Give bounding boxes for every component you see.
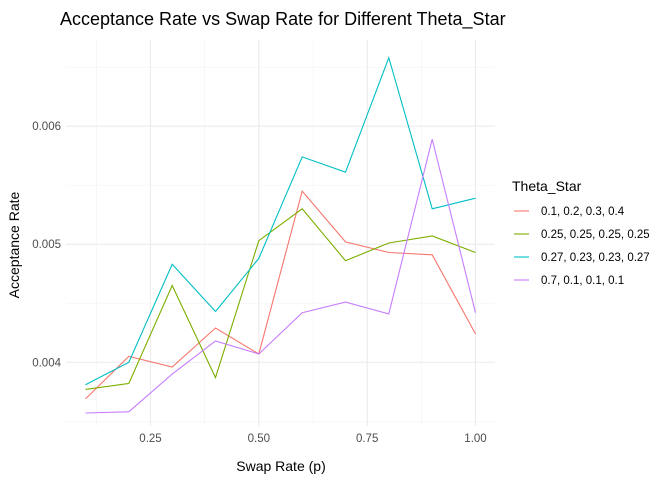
y-axis-tick-labels: 0.004 0.005 0.006: [32, 121, 61, 369]
legend-items: 0.1, 0.2, 0.3, 0.4 0.25, 0.25, 0.25, 0.25…: [514, 206, 650, 287]
series-line-2: [85, 208, 476, 390]
y-tick-label: 0.006: [32, 121, 61, 133]
legend-label-2: 0.25, 0.25, 0.25, 0.25: [541, 229, 650, 241]
series-line-4: [85, 139, 477, 414]
legend-label-1: 0.1, 0.2, 0.3, 0.4: [541, 206, 625, 218]
x-tick-label: 1.00: [464, 433, 486, 445]
y-axis-title: Acceptance Rate: [6, 191, 22, 298]
y-tick-label: 0.005: [32, 239, 61, 251]
y-tick-label: 0.004: [32, 357, 61, 369]
series-line-3: [85, 55, 476, 386]
legend-label-4: 0.7, 0.1, 0.1, 0.1: [541, 275, 624, 287]
legend-title: Theta_Star: [512, 178, 582, 194]
x-axis-title: Swap Rate (p): [236, 458, 325, 474]
chart-title: Acceptance Rate vs Swap Rate for Differe…: [60, 9, 506, 30]
x-axis-tick-labels: 0.25 0.50 0.75 1.00: [139, 433, 486, 445]
x-tick-label: 0.75: [356, 433, 378, 445]
legend: Theta_Star 0.1, 0.2, 0.3, 0.4 0.25, 0.25,…: [512, 178, 650, 287]
x-tick-label: 0.25: [139, 433, 161, 445]
series-line-1: [85, 189, 476, 400]
x-tick-label: 0.50: [248, 433, 270, 445]
series-lines: [85, 55, 477, 414]
major-gridlines: [66, 40, 495, 426]
minor-gridlines: [66, 40, 495, 426]
legend-label-3: 0.27, 0.23, 0.23, 0.27: [541, 252, 650, 264]
